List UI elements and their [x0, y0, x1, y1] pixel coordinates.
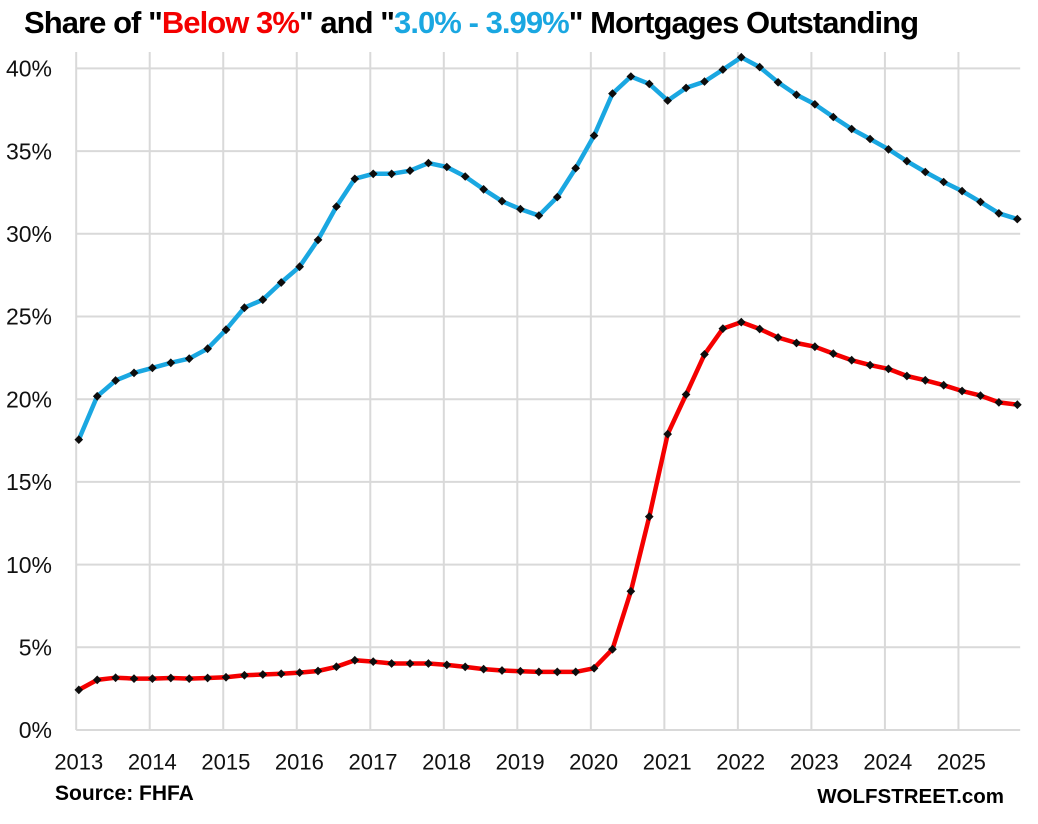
svg-text:20%: 20%	[6, 386, 52, 412]
svg-text:2024: 2024	[863, 750, 912, 775]
svg-text:2016: 2016	[275, 750, 324, 775]
svg-text:0%: 0%	[19, 717, 52, 743]
svg-text:10%: 10%	[6, 552, 52, 578]
svg-text:2022: 2022	[716, 750, 765, 775]
svg-text:5%: 5%	[19, 635, 52, 661]
svg-text:2013: 2013	[54, 750, 103, 775]
svg-text:2020: 2020	[569, 750, 618, 775]
svg-text:40%: 40%	[6, 56, 52, 82]
svg-text:2025: 2025	[937, 750, 986, 775]
svg-text:35%: 35%	[6, 138, 52, 164]
svg-text:2014: 2014	[128, 750, 177, 775]
svg-text:2017: 2017	[349, 750, 398, 775]
svg-text:2015: 2015	[201, 750, 250, 775]
svg-text:2021: 2021	[643, 750, 692, 775]
svg-text:2018: 2018	[422, 750, 471, 775]
svg-text:15%: 15%	[6, 469, 52, 495]
svg-text:30%: 30%	[6, 221, 52, 247]
svg-text:25%: 25%	[6, 304, 52, 330]
svg-text:2023: 2023	[790, 750, 839, 775]
svg-text:2019: 2019	[496, 750, 545, 775]
